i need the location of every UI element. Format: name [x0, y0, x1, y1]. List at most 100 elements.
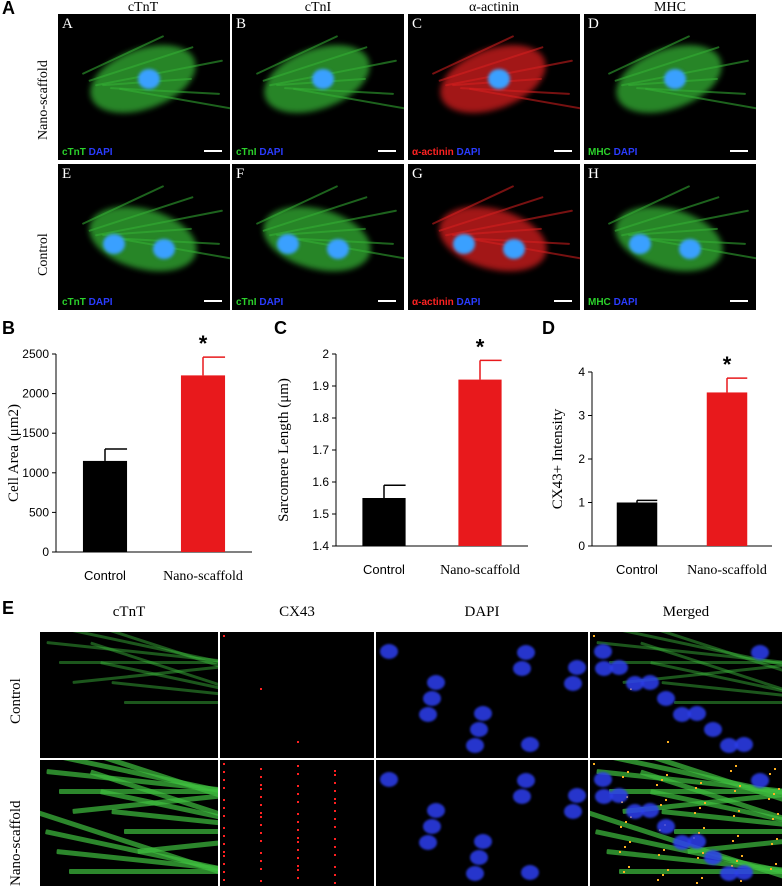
subpanel-letter: C [412, 16, 423, 32]
cell-area-chart: 0 500 1000 1500 2000 2500 Control Nano-scaffold… [6, 331, 252, 584]
cx43-puncta [223, 851, 225, 853]
nucleus [427, 675, 445, 690]
cx43-puncta [667, 741, 669, 743]
dapi-label: DAPI [259, 297, 284, 308]
cx43-puncta [260, 852, 262, 854]
cx43-puncta [623, 871, 625, 873]
stain-caption: MHC DAPI [588, 147, 637, 158]
nucleus [474, 706, 492, 721]
fiber [59, 661, 218, 664]
panel-e-micrograph-ctnt-control [40, 632, 218, 758]
cx43-puncta [737, 835, 739, 837]
cx43-puncta [260, 824, 262, 826]
cx43-puncta [260, 812, 262, 814]
stain-caption: α-actinin DAPI [412, 297, 480, 308]
dapi-label: DAPI [88, 147, 113, 158]
cx43-puncta [297, 841, 299, 843]
cx43-puncta [697, 857, 699, 859]
cx43-puncta [658, 854, 660, 856]
nucleus [138, 69, 160, 89]
x-tick-label: Control [616, 562, 658, 577]
stain-marker-label: cTnI [236, 297, 260, 308]
nucleus [423, 691, 441, 706]
nucleus [312, 69, 334, 89]
cx43-puncta [260, 880, 262, 882]
fiber [674, 829, 782, 834]
y-tick-label: 1.6 [312, 475, 329, 489]
dapi-label: DAPI [613, 147, 638, 158]
nucleus [720, 866, 738, 881]
nucleus [688, 834, 706, 849]
panel-e-micrograph-cx43-nano-scaffold [220, 760, 374, 886]
significance-marker: * [199, 331, 208, 356]
cx43-puncta [334, 826, 336, 828]
nucleus [521, 865, 539, 880]
nucleus [427, 803, 445, 818]
panel-a-col-title-3: α-actinin [468, 0, 520, 15]
panel-e-micrograph-merged-nano-scaffold [590, 760, 782, 886]
cx43-puncta [773, 793, 775, 795]
panel-e-col-title-2: CX43 [279, 604, 315, 620]
bar-nano-scaffold [706, 392, 748, 546]
cx43-puncta [223, 863, 225, 865]
cx43-puncta [774, 768, 776, 770]
stain-caption: cTnI DAPI [236, 147, 283, 158]
nucleus [488, 69, 510, 89]
cx43-puncta [297, 865, 299, 867]
x-tick-label: Control [363, 562, 405, 577]
cx43-puncta [223, 787, 225, 789]
subpanel-letter: B [236, 16, 247, 32]
cx43-puncta [619, 851, 621, 853]
y-axis-label: Sarcomere Length (μm) [276, 378, 292, 522]
cx43-puncta [260, 868, 262, 870]
cx43-puncta [738, 810, 740, 812]
stain-caption: cTnT DAPI [62, 297, 113, 308]
nucleus [657, 691, 675, 706]
panel-e-micrograph-dapi-nano-scaffold [376, 760, 588, 886]
nucleus [657, 819, 675, 834]
nucleus [568, 788, 586, 803]
cx43-puncta [736, 860, 738, 862]
cx43-puncta [297, 849, 299, 851]
cx43-puncta [223, 815, 225, 817]
cx43-puncta [223, 635, 225, 637]
cx43-puncta [593, 635, 595, 637]
nucleus [751, 645, 769, 660]
cx43-puncta [334, 810, 336, 812]
nucleus [517, 773, 535, 788]
stain-marker-label: α-actinin [412, 297, 457, 308]
fiber [69, 869, 218, 874]
cx43-puncta [297, 837, 299, 839]
cx43-puncta [657, 879, 659, 881]
cx43-puncta [297, 741, 299, 743]
bar-control [616, 502, 658, 546]
cx43-puncta [695, 787, 697, 789]
dapi-label: DAPI [613, 297, 638, 308]
cx43-puncta [297, 829, 299, 831]
cx43-puncta [334, 882, 336, 884]
nucleus [380, 644, 398, 659]
panel-e-micrograph-cx43-control [220, 632, 374, 758]
x-tick-label: Nano-scaffold [163, 569, 243, 584]
panel-e-micrograph-dapi-control [376, 632, 588, 758]
nucleus [626, 804, 644, 819]
subpanel-letter: A [62, 16, 73, 32]
nucleus [453, 234, 475, 254]
fiber [124, 829, 218, 834]
cx43-puncta [667, 869, 669, 871]
y-tick-label: 2 [578, 452, 585, 466]
cx43-puncta [593, 763, 595, 765]
cx43-puncta [699, 807, 701, 809]
cx43-puncta [665, 799, 667, 801]
cx43-puncta [733, 815, 735, 817]
panel-letter-b: B [2, 318, 15, 338]
nucleus [470, 850, 488, 865]
cx43-puncta [297, 801, 299, 803]
y-tick-label: 1 [578, 496, 585, 510]
scale-bar [730, 300, 748, 302]
fiber [619, 869, 782, 874]
bar-control [362, 498, 406, 546]
cx43-puncta [730, 770, 732, 772]
cx43-puncta [223, 807, 225, 809]
cx43-puncta [735, 765, 737, 767]
